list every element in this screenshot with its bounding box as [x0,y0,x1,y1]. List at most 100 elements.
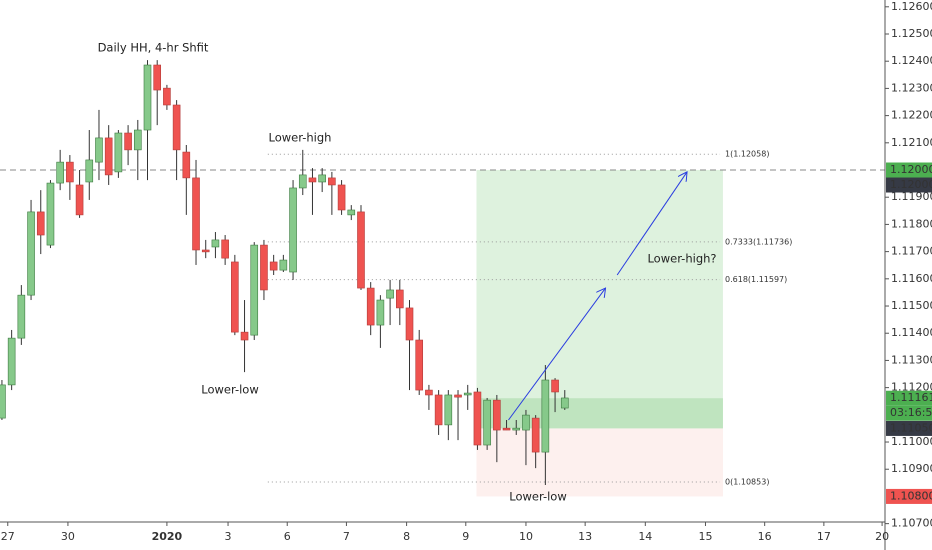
candle-body [46,182,55,246]
y-tick-label: 1.12200 [891,109,932,122]
y-tick-label: 1.12400 [891,54,932,67]
price-label: 03:16:57 [890,406,932,419]
x-tick-label: 17 [817,530,831,543]
candle-body [502,427,511,431]
x-tick-label: 30 [61,530,75,543]
candle-body [172,104,181,151]
candle-body [454,394,462,398]
candle-body [75,184,84,216]
price-label-bg [886,390,932,406]
candle-body [386,289,394,299]
candle-body [415,339,424,391]
candle-body [298,174,307,189]
y-tick-label: 1.10700 [891,517,932,530]
x-tick-label: 14 [638,530,652,543]
y-tick-label: 1.11000 [891,435,932,448]
candle-body [551,379,559,393]
candle-body [531,417,540,453]
y-tick-label: 1.11700 [891,245,932,258]
price-label: 1.11050 [890,421,932,434]
price-axis-bg [885,0,932,550]
annotation: Lower-low [201,383,259,397]
candle-body [396,289,404,309]
candle-body [17,294,26,339]
price-label: 1.12000 [890,163,932,176]
y-tick-label: 1.12500 [891,27,932,40]
candle-body [347,209,356,216]
open-pnl-zone [476,398,723,429]
candle-body [444,394,453,426]
candle-body [260,244,268,291]
x-tick-label: 6 [284,530,291,543]
fib-label: 0.7333(1.11736) [725,237,792,246]
candle-body [328,177,336,186]
y-tick-label: 1.11900 [891,190,932,203]
y-tick-label: 1.11300 [891,353,932,366]
candle-body [143,64,152,131]
candle-body [337,184,346,211]
candle-body [0,384,6,419]
candle-body [269,261,278,271]
price-label-bg [886,420,932,436]
y-tick-label: 1.12600 [891,0,932,13]
candle-body [522,414,530,431]
candle-body [240,331,249,341]
fib-label: 0(1.10853) [725,478,769,487]
x-tick-label: 2020 [152,530,183,543]
x-tick-label: 13 [578,530,592,543]
candle-body [405,307,414,341]
candle-body [95,137,103,163]
candle-body [473,391,482,446]
candle-body [36,211,45,236]
candle-body [231,261,239,333]
candle-body [221,239,229,259]
x-tick-label: 15 [698,530,712,543]
price-label: 1.10800 [890,489,932,502]
candle-body [250,244,259,336]
x-tick-label: 10 [519,530,533,543]
candle-body [201,249,210,253]
candle-body [493,399,501,431]
y-tick-label: 1.11200 [891,381,932,394]
candle-body [308,177,317,183]
annotation: Lower-high? [647,252,716,266]
annotation: Lower-low [509,490,567,504]
candle-body [153,64,162,91]
arrow [508,288,605,421]
price-label: 1.11161 [890,391,932,404]
candle-body [192,177,200,251]
x-tick-label: 16 [758,530,772,543]
candle-body [425,389,433,396]
candle-body [463,392,472,396]
candle-body [560,397,569,409]
fib-label: 1(1.12058) [725,150,769,159]
candle-body [133,129,142,151]
candle-body [512,427,521,431]
price-label-bg [886,405,932,421]
time-axis-bg [0,522,885,550]
x-tick-label: 3 [225,530,232,543]
candle-body [66,161,74,183]
y-tick-label: 1.11500 [891,299,932,312]
candle-body [56,161,64,184]
price-label-bg [886,488,932,504]
y-tick-label: 1.11800 [891,217,932,230]
fib-label: 0.618(1.11597) [725,275,787,284]
x-tick-label: 8 [403,530,410,543]
y-tick-label: 1.12100 [891,136,932,149]
x-tick-label: 20 [875,530,889,543]
y-tick-label: 1.12300 [891,81,932,94]
annotation: Lower-high [269,131,332,145]
y-tick-label: 1.11400 [891,326,932,339]
price-label: 1.12000 [890,178,932,191]
candle-body [289,187,297,273]
candle-body [124,132,132,151]
price-label-bg [886,162,932,178]
x-tick-label: 27 [1,530,15,543]
candle-body [357,211,365,289]
candle-body [27,211,35,296]
candle-body [366,287,375,326]
candle-body [483,399,491,446]
